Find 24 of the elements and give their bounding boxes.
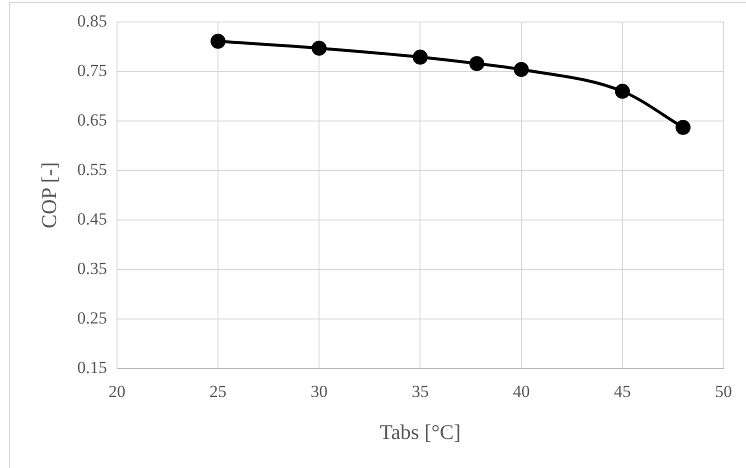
point xyxy=(614,84,630,99)
y-tick-label: 0.35 xyxy=(77,258,107,278)
point xyxy=(210,34,226,49)
x-tick-label: 40 xyxy=(512,382,530,402)
point xyxy=(312,40,327,56)
x-tick-label: 45 xyxy=(614,382,631,402)
y-tick-label: 0.75 xyxy=(77,60,107,80)
y-tick-label: 0.85 xyxy=(77,11,107,30)
y-tick-label: 0.45 xyxy=(77,209,107,228)
y-tick-label: 0.65 xyxy=(77,110,107,130)
x-tick-label: 20 xyxy=(108,382,126,402)
point xyxy=(469,56,484,72)
y-tick-label: 0.55 xyxy=(77,160,107,179)
point xyxy=(676,120,691,135)
x-axis-title: Tabs [°C] xyxy=(380,420,461,444)
x-tick-label: 50 xyxy=(715,382,732,402)
x-tick-label: 30 xyxy=(310,382,328,402)
x-tick-label: 25 xyxy=(210,382,227,402)
y-tick-label: 0.25 xyxy=(77,308,107,328)
x-tick-label: 35 xyxy=(412,382,429,402)
y-axis-title: COP [-] xyxy=(37,162,62,228)
point xyxy=(514,62,529,78)
point xyxy=(412,50,428,65)
y-tick-label: 0.15 xyxy=(77,358,107,377)
